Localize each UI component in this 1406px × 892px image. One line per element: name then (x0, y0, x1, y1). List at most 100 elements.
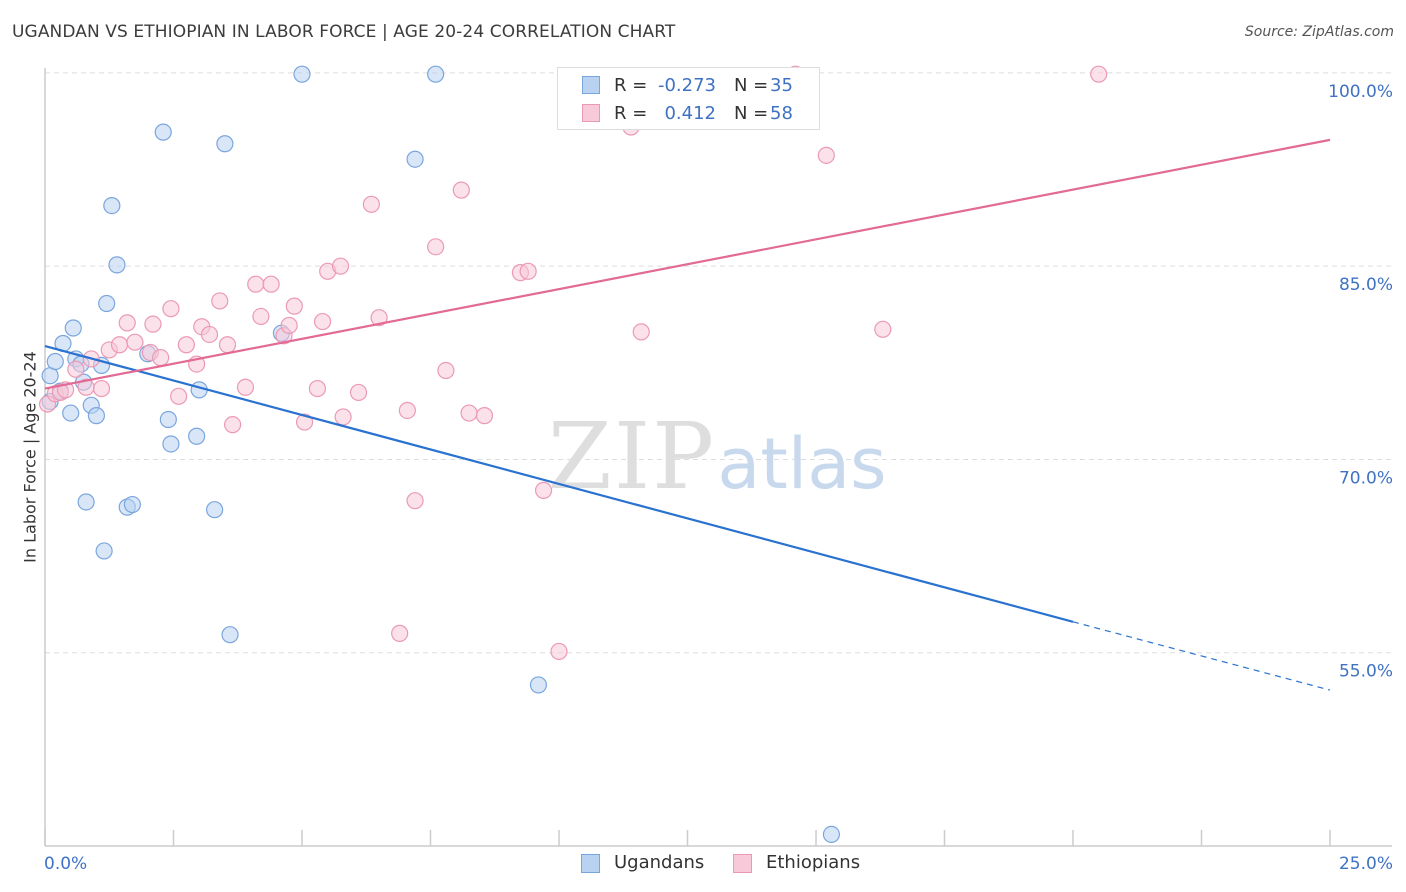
watermark-atlas: atlas (717, 423, 886, 505)
n-label: N = (734, 103, 769, 124)
ugandans-trend-line (44, 344, 1074, 623)
legend-swatch-pink (733, 854, 752, 873)
data-point (406, 492, 424, 510)
data-point (211, 292, 229, 310)
data-point (452, 181, 470, 199)
data-point (280, 316, 298, 335)
x-tick-label: 25.0% (1339, 854, 1393, 874)
ethiopians-points (38, 65, 1108, 661)
legend-label: Ethiopians (766, 852, 861, 873)
data-point (123, 495, 141, 514)
data-point (308, 379, 327, 398)
trend-lines (44, 138, 1331, 691)
data-point (391, 624, 409, 642)
watermark-zip: ZIP (548, 403, 716, 510)
r-value: 0.412 (664, 103, 716, 124)
x-tick-label: 0.0% (44, 854, 87, 874)
source-label: Source: ZipAtlas.com (1244, 24, 1394, 40)
data-point (406, 150, 424, 168)
data-point (218, 336, 237, 354)
data-point (236, 378, 255, 396)
ethiopians-trend-line (44, 138, 1331, 390)
data-point (398, 401, 416, 420)
data-point (152, 349, 170, 367)
data-point (334, 408, 352, 426)
data-point (46, 352, 64, 371)
data-point (110, 336, 129, 354)
data-point (519, 262, 537, 280)
data-point (221, 626, 239, 644)
data-point (206, 501, 224, 519)
data-point (92, 379, 111, 398)
r-value: -0.273 (657, 75, 716, 96)
r-label: R = (614, 75, 648, 96)
data-point (293, 65, 311, 83)
data-point (162, 435, 180, 453)
data-point (64, 319, 82, 337)
data-point (550, 642, 568, 661)
data-point (822, 825, 841, 844)
legend-swatch-blue (582, 76, 600, 94)
data-point (475, 407, 494, 425)
correlation-legend: R = -0.273 N = 35 R = 0.412 N = 58 (557, 67, 820, 130)
legend-row-ugandans: R = -0.273 N = 35 (558, 72, 819, 100)
data-point (331, 257, 350, 275)
data-point (154, 123, 172, 141)
data-point (188, 427, 206, 445)
axes (44, 68, 1392, 847)
data-point (427, 238, 445, 256)
grid (45, 72, 1392, 654)
data-point (224, 416, 242, 434)
data-point (200, 325, 219, 344)
data-point (252, 307, 270, 326)
data-point (313, 312, 332, 331)
data-point (108, 256, 126, 274)
data-point (529, 676, 548, 694)
tick-labels: 100.0% 85.0% 70.0% 55.0% 0.0% 25.0% (44, 82, 1393, 874)
data-point (295, 413, 314, 431)
data-point (216, 135, 234, 153)
chart-title: UGANDAN VS ETHIOPIAN IN LABOR FORCE | AG… (12, 22, 676, 42)
data-point (118, 314, 136, 332)
data-point (817, 146, 835, 164)
n-value: 35 (770, 75, 793, 96)
data-point (632, 323, 650, 341)
y-tick-label: 100.0% (1328, 82, 1393, 102)
r-label: R = (614, 103, 648, 124)
data-point (98, 294, 116, 313)
legend-row-ethiopians: R = 0.412 N = 58 (558, 100, 819, 128)
y-tick-label: 55.0% (1339, 662, 1393, 682)
data-point (67, 360, 85, 378)
data-point (427, 65, 445, 83)
data-point (247, 275, 265, 293)
legend-swatch-pink (582, 104, 600, 122)
legend-label: Ugandans (614, 852, 705, 873)
data-point (460, 404, 478, 422)
data-point (437, 361, 455, 380)
data-point (262, 275, 280, 293)
data-point (1090, 65, 1108, 83)
data-point (874, 320, 892, 338)
y-tick-label: 85.0% (1339, 275, 1393, 295)
watermark: ZIP atlas (548, 403, 887, 510)
data-point (162, 300, 180, 318)
data-point (159, 410, 177, 429)
n-value: 58 (770, 103, 793, 124)
y-tick-label: 70.0% (1339, 468, 1393, 488)
data-point (285, 297, 303, 315)
data-point (103, 197, 121, 215)
data-point (370, 309, 388, 327)
data-point (62, 404, 80, 422)
ugandans-trend-extension (1072, 621, 1331, 691)
data-point (126, 333, 144, 351)
legend-swatch-blue (581, 854, 600, 873)
data-point (77, 493, 95, 511)
data-point (144, 315, 162, 333)
data-point (362, 195, 380, 213)
data-point (170, 387, 188, 405)
data-point (177, 336, 195, 354)
data-point (87, 407, 106, 425)
data-point (349, 383, 368, 402)
n-label: N = (734, 75, 769, 96)
